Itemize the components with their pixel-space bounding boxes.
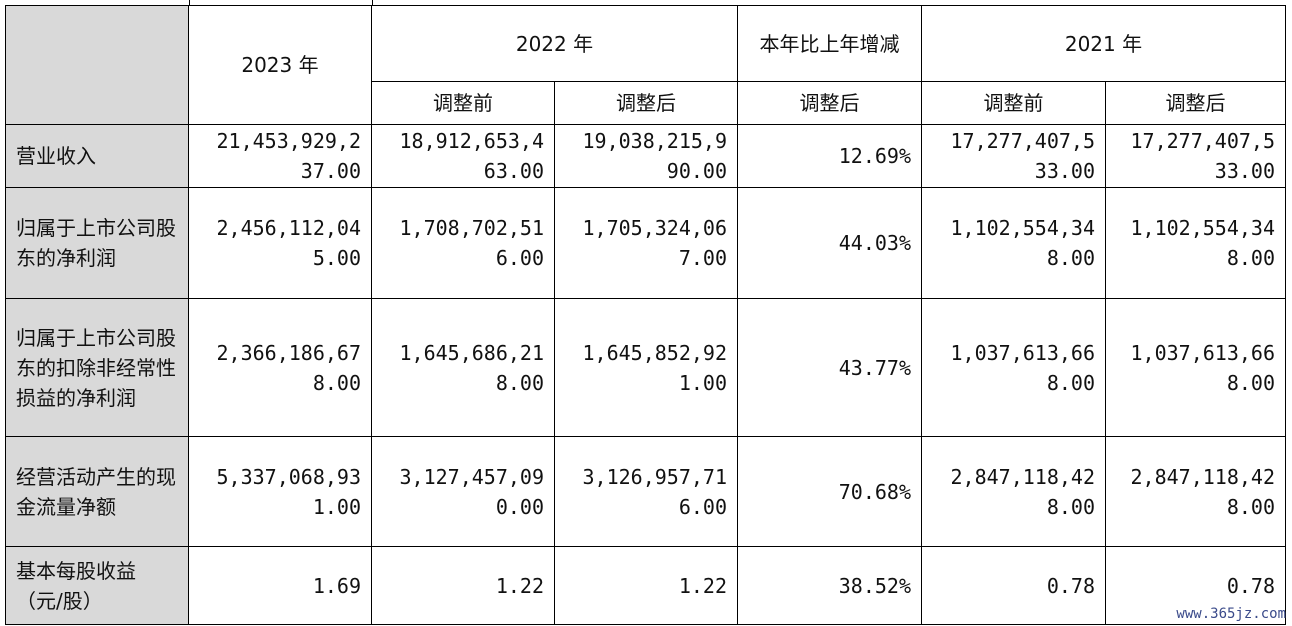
value-2021-after: 1,037,613,66 8.00 (1105, 298, 1286, 437)
header-year-2022: 2022 年 (371, 5, 738, 82)
value-change: 44.03% (737, 187, 922, 299)
row-label: 营业收入 (5, 124, 189, 188)
value-2021-before: 1,037,613,66 8.00 (921, 298, 1106, 437)
value-2022-after: 1,645,852,92 1.00 (554, 298, 738, 437)
value-2022-after: 1,705,324,06 7.00 (554, 187, 738, 299)
value-2021-after: 1,102,554,34 8.00 (1105, 187, 1286, 299)
value-2021-before: 1,102,554,34 8.00 (921, 187, 1106, 299)
value-2022-after: 19,038,215,9 90.00 (554, 124, 738, 188)
value-change: 38.52% (737, 546, 922, 625)
value-2022-before: 18,912,653,4 63.00 (371, 124, 555, 188)
value-change: 43.77% (737, 298, 922, 437)
value-2022-after: 1.22 (554, 546, 738, 625)
value-2023: 2,366,186,67 8.00 (188, 298, 372, 437)
value-2021-after: 0.78 (1105, 546, 1286, 625)
table-row: 基本每股收益（元/股） 1.69 1.22 1.22 38.52% 0.78 0… (5, 546, 1286, 625)
header-2022-before: 调整前 (371, 81, 555, 125)
value-2021-before: 17,277,407,5 33.00 (921, 124, 1106, 188)
value-2023: 5,337,068,93 1.00 (188, 436, 372, 547)
table-row: 经营活动产生的现金流量净额 5,337,068,93 1.00 3,127,45… (5, 436, 1286, 547)
header-row-years: 2023 年 2022 年 本年比上年增减 2021 年 (5, 5, 1286, 125)
table-row: 归属于上市公司股东的净利润 2,456,112,04 5.00 1,708,70… (5, 187, 1286, 299)
row-label: 经营活动产生的现金流量净额 (5, 436, 189, 547)
value-2022-before: 1,708,702,51 6.00 (371, 187, 555, 299)
value-2023: 21,453,929,2 37.00 (188, 124, 372, 188)
value-2021-after: 2,847,118,42 8.00 (1105, 436, 1286, 547)
header-2021-before: 调整前 (921, 81, 1106, 125)
header-corner-cell (5, 5, 189, 125)
value-2021-before: 2,847,118,42 8.00 (921, 436, 1106, 547)
header-row-adjust: 调整前 调整后 调整后 调整前 调整后 (6, 81, 1286, 125)
table-row: 归属于上市公司股东的扣除非经常性损益的净利润 2,366,186,67 8.00… (5, 298, 1286, 437)
header-year-2023: 2023 年 (188, 5, 372, 125)
value-2022-before: 1,645,686,21 8.00 (371, 298, 555, 437)
value-change: 70.68% (737, 436, 922, 547)
value-2023: 2,456,112,04 5.00 (188, 187, 372, 299)
watermark: www.365jz.com (1176, 606, 1286, 622)
financial-data-table: 2023 年 2022 年 本年比上年增减 2021 年 调整前 调整后 调整后… (5, 5, 1286, 625)
top-border-stub (189, 0, 190, 5)
top-border-stub (372, 0, 373, 5)
value-2022-after: 3,126,957,71 6.00 (554, 436, 738, 547)
value-2021-after: 17,277,407,5 33.00 (1105, 124, 1286, 188)
table-row: 营业收入 21,453,929,2 37.00 18,912,653,4 63.… (5, 124, 1286, 188)
header-2022-after: 调整后 (554, 81, 738, 125)
row-label: 基本每股收益（元/股） (5, 546, 189, 625)
row-label: 归属于上市公司股东的扣除非经常性损益的净利润 (5, 298, 189, 437)
value-2021-before: 0.78 (921, 546, 1106, 625)
row-label: 归属于上市公司股东的净利润 (5, 187, 189, 299)
value-change: 12.69% (737, 124, 922, 188)
value-2023: 1.69 (188, 546, 372, 625)
header-change: 本年比上年增减 (737, 5, 922, 82)
value-2022-before: 1.22 (371, 546, 555, 625)
header-change-after: 调整后 (737, 81, 922, 125)
value-2022-before: 3,127,457,09 0.00 (371, 436, 555, 547)
header-year-2021: 2021 年 (921, 5, 1286, 82)
header-2021-after: 调整后 (1105, 81, 1286, 125)
